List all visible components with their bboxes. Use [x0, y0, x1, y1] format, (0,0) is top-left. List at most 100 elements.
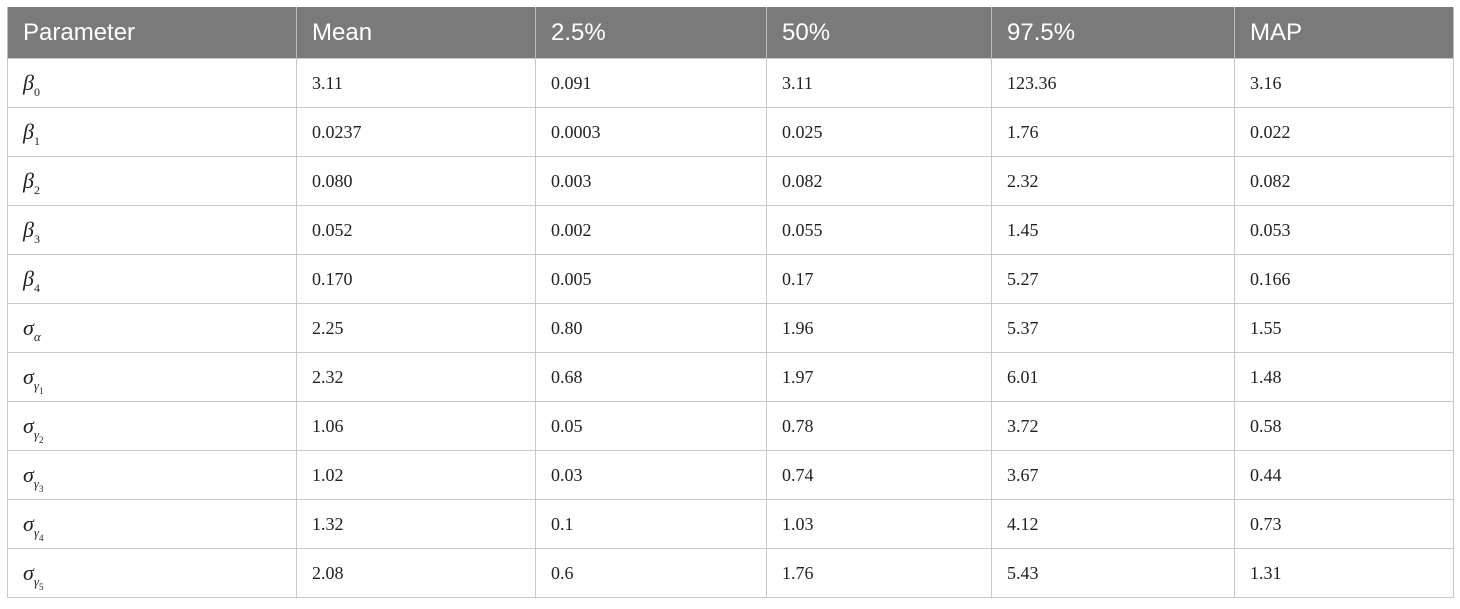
q97-5-cell: 2.32: [991, 156, 1235, 206]
mean-cell: 3.11: [296, 58, 536, 108]
parameter-sub-subscript: 1: [38, 386, 44, 396]
parameter-subscript: γ: [33, 427, 39, 442]
table-body: β0 3.11 0.091 3.11 123.36 3.16 β1 0.0237 0.0003 0…: [7, 58, 1454, 598]
map-cell: 1.48: [1234, 352, 1454, 402]
parameter-symbol: β: [23, 168, 34, 193]
parameter-subscript: 4: [33, 281, 40, 295]
map-cell: 0.44: [1234, 450, 1454, 500]
header-mean: Mean: [296, 7, 536, 59]
table-row: σγ5 2.08 0.6 1.76 5.43 1.31: [7, 548, 1454, 598]
parameter-subscript: 3: [33, 232, 40, 246]
mean-cell: 0.0237: [296, 107, 536, 157]
q2-5-cell: 0.6: [535, 548, 767, 598]
results-table-container: Parameter Mean 2.5% 50% 97.5% MAP β0 3.11…: [7, 7, 1454, 598]
table-header-row: Parameter Mean 2.5% 50% 97.5% MAP: [7, 7, 1454, 59]
q97-5-cell: 3.67: [991, 450, 1235, 500]
parameter-symbol: β: [23, 266, 34, 291]
q97-5-cell: 5.27: [991, 254, 1235, 304]
q2-5-cell: 0.80: [535, 303, 767, 353]
parameter-subscript: γ: [33, 476, 39, 491]
q50-cell: 0.055: [766, 205, 992, 255]
parameter-symbol: β: [23, 119, 34, 144]
q97-5-cell: 3.72: [991, 401, 1235, 451]
parameter-symbol: σ: [23, 364, 34, 389]
q2-5-cell: 0.091: [535, 58, 767, 108]
header-97-5-percent: 97.5%: [991, 7, 1235, 59]
header-2-5-percent: 2.5%: [535, 7, 767, 59]
map-cell: 1.31: [1234, 548, 1454, 598]
parameter-sub-subscript: 4: [38, 533, 44, 543]
table-row: β0 3.11 0.091 3.11 123.36 3.16: [7, 58, 1454, 108]
q97-5-cell: 1.45: [991, 205, 1235, 255]
parameter-cell: σγ4: [7, 499, 297, 549]
table-row: σγ4 1.32 0.1 1.03 4.12 0.73: [7, 499, 1454, 549]
q2-5-cell: 0.002: [535, 205, 767, 255]
map-cell: 0.73: [1234, 499, 1454, 549]
header-map: MAP: [1234, 7, 1454, 59]
parameter-symbol: σ: [23, 560, 34, 585]
q2-5-cell: 0.0003: [535, 107, 767, 157]
q50-cell: 1.76: [766, 548, 992, 598]
mean-cell: 1.02: [296, 450, 536, 500]
parameter-symbol: σ: [23, 413, 34, 438]
parameter-subscript: γ: [33, 525, 39, 540]
parameter-cell: σγ3: [7, 450, 297, 500]
mean-cell: 0.080: [296, 156, 536, 206]
header-parameter: Parameter: [7, 7, 297, 59]
mean-cell: 2.25: [296, 303, 536, 353]
q50-cell: 0.082: [766, 156, 992, 206]
q50-cell: 1.97: [766, 352, 992, 402]
parameter-cell: σγ5: [7, 548, 297, 598]
q2-5-cell: 0.003: [535, 156, 767, 206]
parameter-symbol: σ: [23, 511, 34, 536]
map-cell: 0.022: [1234, 107, 1454, 157]
map-cell: 3.16: [1234, 58, 1454, 108]
q50-cell: 0.025: [766, 107, 992, 157]
parameter-cell: β0: [7, 58, 297, 108]
parameter-cell: σα: [7, 303, 297, 353]
q97-5-cell: 4.12: [991, 499, 1235, 549]
parameter-cell: β4: [7, 254, 297, 304]
parameter-subscript: 2: [33, 183, 40, 197]
mean-cell: 0.052: [296, 205, 536, 255]
parameter-estimates-table: Parameter Mean 2.5% 50% 97.5% MAP β0 3.11…: [7, 7, 1454, 598]
parameter-sub-subscript: 3: [38, 484, 44, 494]
table-row: β1 0.0237 0.0003 0.025 1.76 0.022: [7, 107, 1454, 157]
q2-5-cell: 0.05: [535, 401, 767, 451]
table-row: β4 0.170 0.005 0.17 5.27 0.166: [7, 254, 1454, 304]
q50-cell: 0.74: [766, 450, 992, 500]
parameter-subscript: 0: [33, 85, 40, 99]
parameter-sub-subscript: 5: [38, 582, 44, 592]
map-cell: 1.55: [1234, 303, 1454, 353]
q50-cell: 1.03: [766, 499, 992, 549]
parameter-symbol: σ: [23, 315, 34, 340]
parameter-subscript: α: [33, 329, 41, 344]
q97-5-cell: 1.76: [991, 107, 1235, 157]
table-row: β2 0.080 0.003 0.082 2.32 0.082: [7, 156, 1454, 206]
q97-5-cell: 5.43: [991, 548, 1235, 598]
map-cell: 0.166: [1234, 254, 1454, 304]
q97-5-cell: 123.36: [991, 58, 1235, 108]
header-50-percent: 50%: [766, 7, 992, 59]
mean-cell: 0.170: [296, 254, 536, 304]
q50-cell: 0.78: [766, 401, 992, 451]
parameter-symbol: β: [23, 70, 34, 95]
q97-5-cell: 5.37: [991, 303, 1235, 353]
parameter-cell: β2: [7, 156, 297, 206]
q50-cell: 1.96: [766, 303, 992, 353]
table-row: σγ2 1.06 0.05 0.78 3.72 0.58: [7, 401, 1454, 451]
parameter-subscript: γ: [33, 574, 39, 589]
table-row: σγ3 1.02 0.03 0.74 3.67 0.44: [7, 450, 1454, 500]
parameter-subscript: 1: [33, 134, 40, 148]
parameter-symbol: β: [23, 217, 34, 242]
q50-cell: 0.17: [766, 254, 992, 304]
table-row: σα 2.25 0.80 1.96 5.37 1.55: [7, 303, 1454, 353]
parameter-cell: σγ2: [7, 401, 297, 451]
q2-5-cell: 0.68: [535, 352, 767, 402]
table-row: σγ1 2.32 0.68 1.97 6.01 1.48: [7, 352, 1454, 402]
q97-5-cell: 6.01: [991, 352, 1235, 402]
parameter-cell: σγ1: [7, 352, 297, 402]
mean-cell: 2.08: [296, 548, 536, 598]
parameter-sub-subscript: 2: [38, 435, 44, 445]
mean-cell: 2.32: [296, 352, 536, 402]
